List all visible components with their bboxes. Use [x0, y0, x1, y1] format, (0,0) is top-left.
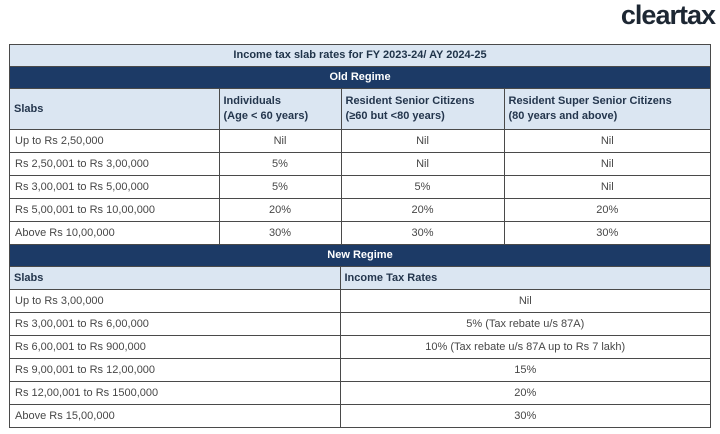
old-regime-band: Old Regime [10, 67, 710, 89]
old-regime-row: Above Rs 10,00,000 30% 30% 30% [10, 221, 710, 245]
rate-cell: 20% [340, 381, 710, 405]
old-header-super-senior-line2: (80 years and above) [508, 110, 618, 122]
rate-cell: 30% [514, 410, 537, 422]
old-regime-table: Slabs Individuals (Age < 60 years) Resid… [10, 89, 710, 245]
slab-cell: Rs 6,00,001 to Rs 900,000 [10, 335, 341, 359]
rate-cell: 5% [219, 152, 342, 176]
new-regime-table: Slabs Income Tax Rates Up to Rs 3,00,000… [10, 267, 710, 427]
old-header-senior-line1: Resident Senior Citizens [345, 95, 475, 108]
old-regime-row: Rs 5,00,001 to Rs 10,00,000 20% 20% 20% [10, 198, 710, 222]
rate-cell: 5% [341, 175, 505, 199]
new-header-income-tax-rates: Income Tax Rates [340, 267, 710, 290]
income-tax-slab-table: Income tax slab rates for FY 2023-24/ AY… [9, 44, 711, 428]
rate-cell: 5% [219, 175, 342, 199]
rate-cell: 20% [504, 198, 710, 222]
rate-cell: 15% [340, 358, 710, 382]
rate-cell: 20% [341, 198, 505, 222]
old-regime-row: Rs 3,00,001 to Rs 5,00,000 5% 5% Nil [10, 175, 710, 199]
old-header-slabs: Slabs [10, 89, 220, 130]
old-header-individuals-line1: Individuals [223, 95, 281, 108]
new-regime-row: Rs 3,00,001 to Rs 6,00,000 5% (Tax rebat… [10, 312, 710, 336]
old-regime-row: Up to Rs 2,50,000 Nil Nil Nil [10, 129, 710, 153]
slab-cell: Rs 9,00,001 to Rs 12,00,000 [10, 358, 341, 382]
rate-cell: Nil [504, 129, 710, 153]
slab-cell: Up to Rs 2,50,000 [10, 129, 220, 153]
table-title: Income tax slab rates for FY 2023-24/ AY… [10, 45, 710, 67]
old-header-senior-citizens: Resident Senior Citizens (≥60 but <80 ye… [341, 89, 505, 130]
slab-cell: Rs 3,00,001 to Rs 6,00,000 [10, 312, 341, 336]
rate-cell: 30% [219, 221, 342, 245]
new-regime-row: Up to Rs 3,00,000 Nil [10, 289, 710, 313]
slab-cell: Rs 3,00,001 to Rs 5,00,000 [10, 175, 220, 199]
rate-cell: 5% (Tax rebate u/s 87A) [340, 312, 710, 336]
cleartax-logo: cleartax [620, 0, 716, 30]
rate-cell: Nil [219, 129, 342, 153]
rate-cell: 20% [219, 198, 342, 222]
slab-cell: Above Rs 15,00,000 [10, 404, 341, 427]
rate-cell: 30% [341, 221, 505, 245]
old-regime-row: Rs 2,50,001 to Rs 3,00,000 5% Nil Nil [10, 152, 710, 176]
new-regime-row: Above Rs 15,00,000 30% [10, 404, 710, 427]
new-regime-row: Rs 9,00,001 to Rs 12,00,000 15% [10, 358, 710, 382]
slab-cell: Up to Rs 3,00,000 [10, 289, 341, 313]
new-regime-header-row: Slabs Income Tax Rates [10, 267, 710, 290]
rate-cell: Nil [504, 152, 710, 176]
new-regime-band: New Regime [10, 245, 710, 267]
old-header-super-senior-citizens: Resident Super Senior Citizens (80 years… [504, 89, 710, 130]
slab-cell: Rs 2,50,001 to Rs 3,00,000 [10, 152, 220, 176]
rate-cell: Nil [341, 152, 505, 176]
old-regime-header-row: Slabs Individuals (Age < 60 years) Resid… [10, 89, 710, 130]
slab-cell: Above Rs 10,00,000 [10, 221, 220, 245]
slab-cell: Rs 5,00,001 to Rs 10,00,000 [10, 198, 220, 222]
new-header-slabs: Slabs [10, 267, 341, 290]
old-header-individuals: Individuals (Age < 60 years) [219, 89, 342, 130]
rate-cell: 10% (Tax rebate u/s 87A up to Rs 7 lakh) [340, 335, 710, 359]
rate-cell: Nil [504, 175, 710, 199]
rate-cell: Nil [341, 129, 505, 153]
new-regime-row: Rs 12,00,001 to Rs 1500,000 20% [10, 381, 710, 405]
old-header-super-senior-line1: Resident Super Senior Citizens [508, 95, 672, 108]
old-header-individuals-line2: (Age < 60 years) [223, 110, 309, 122]
new-regime-row: Rs 6,00,001 to Rs 900,000 10% (Tax rebat… [10, 335, 710, 359]
rate-cell: 30% [504, 221, 710, 245]
slab-cell: Rs 12,00,001 to Rs 1500,000 [10, 381, 341, 405]
old-header-senior-line2: (≥60 but <80 years) [345, 110, 445, 122]
rate-cell: Nil [340, 289, 710, 313]
